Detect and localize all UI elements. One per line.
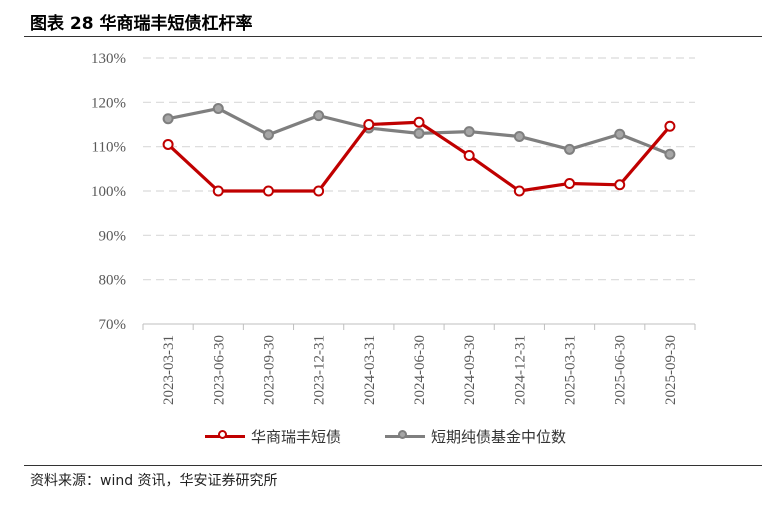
series-1-point	[564, 177, 576, 189]
series-2-point	[262, 129, 274, 141]
series-1-point	[162, 138, 174, 150]
legend-item-series-2: 短期纯债基金中位数	[385, 426, 566, 447]
x-tick-label: 2025-06-30	[613, 335, 629, 405]
series-1-point	[313, 185, 325, 197]
y-tick-label: 90%	[99, 228, 127, 244]
x-tick-label: 2025-03-31	[563, 335, 579, 405]
series-1-point	[212, 185, 224, 197]
legend-swatch-series-2	[385, 430, 425, 439]
series-1-point	[413, 116, 425, 128]
x-tick-label: 2023-06-30	[211, 335, 227, 405]
y-tick-label: 130%	[91, 51, 126, 67]
series-2-point	[313, 110, 325, 122]
series-2-point	[413, 127, 425, 139]
series-2-point	[212, 103, 224, 115]
series-1-point	[513, 185, 525, 197]
x-tick-label: 2025-09-30	[663, 335, 679, 405]
y-tick-label: 120%	[91, 95, 126, 111]
y-tick-label: 80%	[99, 273, 127, 289]
series-1-point	[463, 150, 475, 162]
legend-item-series-1: 华商瑞丰短债	[205, 426, 341, 447]
x-tick-label: 2023-09-30	[261, 335, 277, 405]
legend-swatch-series-1	[205, 430, 245, 439]
x-tick-label: 2023-12-31	[312, 335, 328, 405]
series-2-point	[463, 126, 475, 138]
chart-legend: 华商瑞丰短债 短期纯债基金中位数	[205, 426, 625, 450]
series-1-point	[262, 185, 274, 197]
series-2-point	[664, 148, 676, 160]
x-tick-label: 2024-06-30	[412, 335, 428, 405]
legend-label-series-2: 短期纯债基金中位数	[431, 428, 567, 446]
y-tick-label: 110%	[92, 140, 126, 156]
x-tick-label: 2024-03-31	[362, 335, 378, 405]
series-1-point	[363, 119, 375, 130]
legend-label-series-1: 华商瑞丰短债	[251, 428, 342, 446]
y-tick-label: 100%	[91, 184, 126, 200]
series-2-point	[162, 113, 174, 125]
chart-title: 图表 28 华商瑞丰短债杠杆率	[30, 14, 253, 34]
source-note: 资料来源：wind 资讯，华安证券研究所	[30, 473, 278, 489]
series-2-point	[614, 128, 626, 140]
y-tick-label: 70%	[99, 317, 127, 333]
x-tick-label: 2023-03-31	[161, 335, 177, 405]
source-divider	[24, 465, 762, 466]
line-chart: 70% 80% 90% 100% 110% 120% 130% 2023-03-31 2023-…	[91, 51, 696, 405]
series-1-point	[614, 179, 626, 191]
x-tick-label: 2024-12-31	[512, 335, 528, 405]
series-2-point	[513, 130, 525, 142]
series-1-point	[664, 120, 676, 132]
title-divider	[24, 36, 762, 37]
x-tick-label: 2024-09-30	[462, 335, 478, 405]
series-2-point	[564, 143, 576, 155]
